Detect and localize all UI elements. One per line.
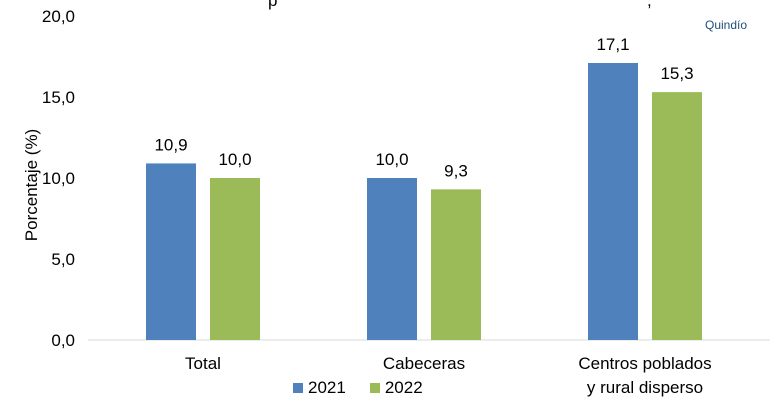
legend-item-2021: 2021 xyxy=(293,378,346,398)
x-tick-label: y rural disperso xyxy=(587,378,703,397)
data-label: 15,3 xyxy=(660,64,693,83)
legend-item-2022: 2022 xyxy=(369,378,423,398)
chart-title-fragment: p , xyxy=(268,0,652,11)
bar-2021-2 xyxy=(588,62,638,340)
data-label: 10,9 xyxy=(154,135,187,154)
bar-2022-1 xyxy=(431,189,481,340)
legend-swatch-2021 xyxy=(293,383,303,393)
bar-2021-1 xyxy=(367,178,417,340)
legend: 2021 2022 xyxy=(293,378,447,398)
data-label: 9,3 xyxy=(444,161,468,180)
y-tick-label: 10,0 xyxy=(42,169,75,188)
y-tick-label: 5,0 xyxy=(51,250,75,269)
y-tick-label: 20,0 xyxy=(42,7,75,26)
legend-label-2022: 2022 xyxy=(384,378,423,397)
bar-2022-0 xyxy=(210,178,260,340)
x-tick-label: Cabeceras xyxy=(383,354,465,373)
region-label: Quindío xyxy=(705,18,748,32)
data-label: 17,1 xyxy=(596,35,629,54)
title-fragment-right: , xyxy=(646,0,652,10)
y-tick-label: 15,0 xyxy=(42,88,75,107)
y-tick-label: 0,0 xyxy=(51,331,75,350)
data-label: 10,0 xyxy=(218,150,251,169)
bar-2021-0 xyxy=(146,163,196,340)
data-label: 10,0 xyxy=(375,150,408,169)
y-axis-title: Porcentaje (%) xyxy=(22,128,41,242)
legend-label-2021: 2021 xyxy=(308,378,346,397)
legend-swatch-2022 xyxy=(369,383,380,393)
x-tick-label: Centros poblados xyxy=(578,354,711,373)
bar-2022-2 xyxy=(652,92,702,340)
title-fragment-left: p xyxy=(268,0,278,10)
x-tick-label: Total xyxy=(185,354,221,373)
